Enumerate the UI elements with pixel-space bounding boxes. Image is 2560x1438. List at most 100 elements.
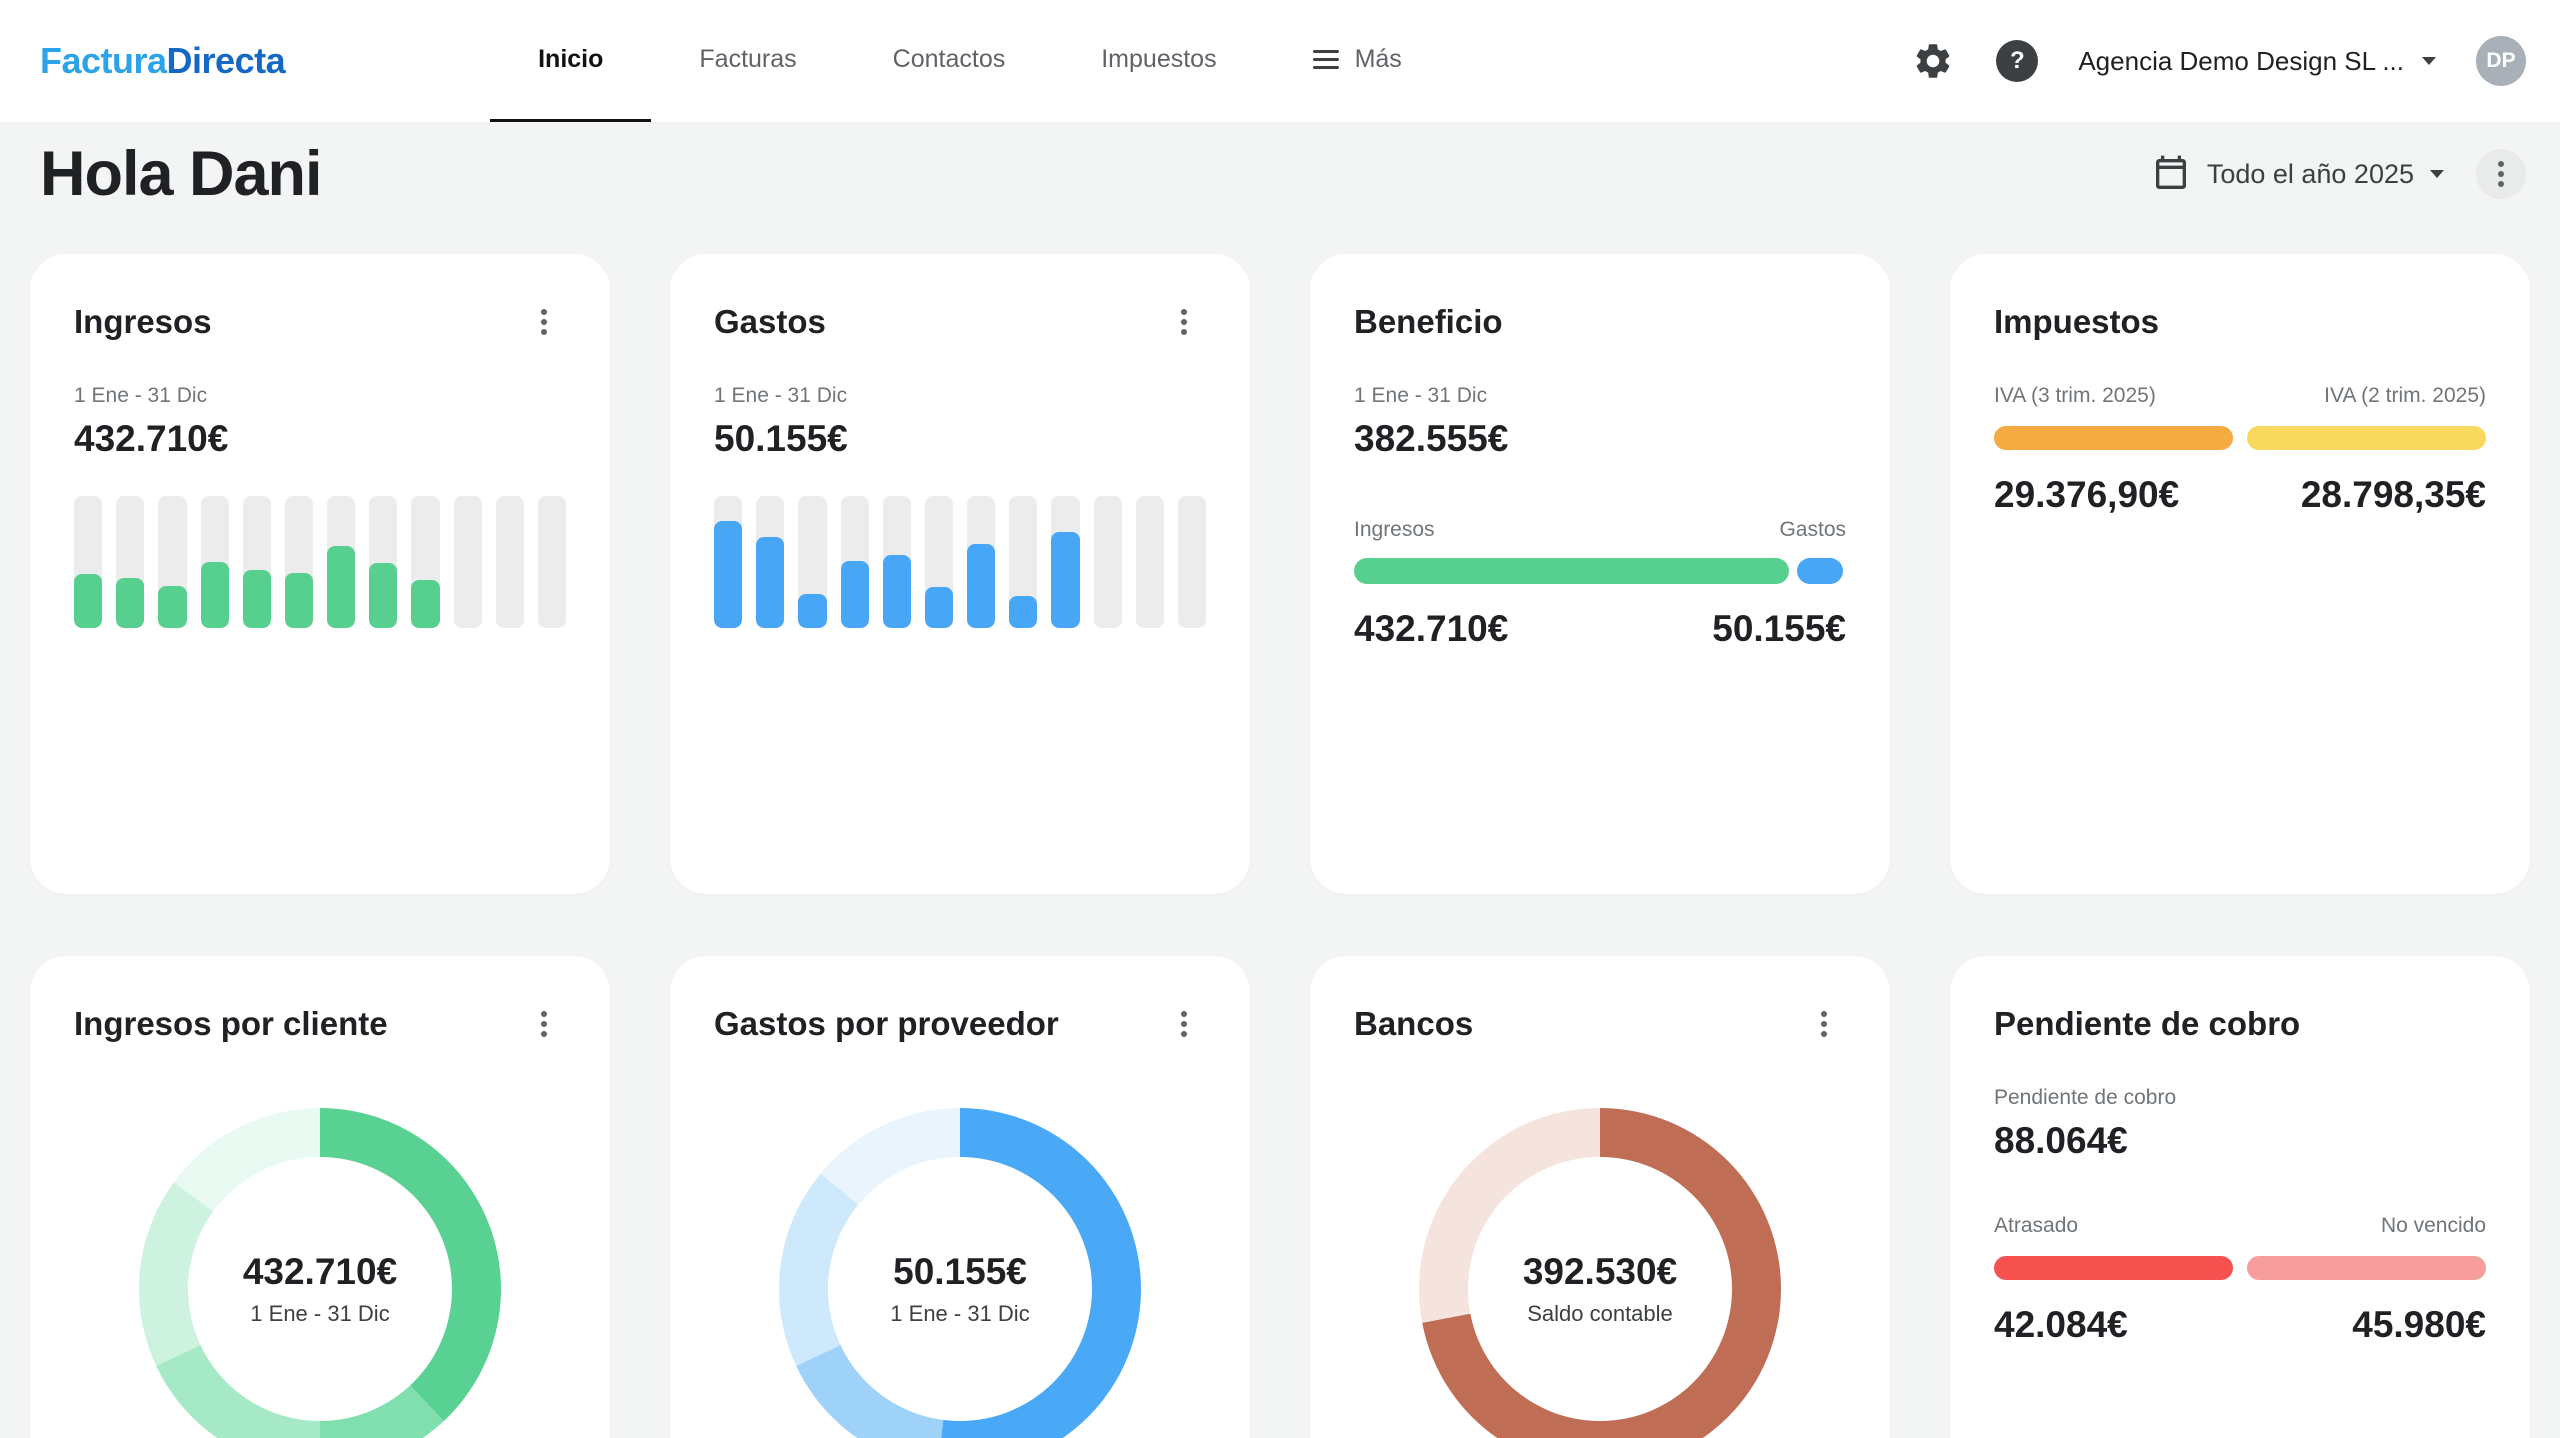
donut-center-label: 1 Ene - 31 Dic xyxy=(890,1301,1030,1326)
bar-fill xyxy=(1051,531,1080,628)
card-amount: 432.710€ xyxy=(74,418,229,459)
avatar-initials: DP xyxy=(2486,49,2516,72)
card-title: Pendiente de cobro xyxy=(1994,1005,2301,1042)
company-selector[interactable]: Agencia Demo Design SL ... xyxy=(2078,46,2436,77)
card-period: 1 Ene - 31 Dic xyxy=(74,384,208,407)
bar-fill xyxy=(924,587,954,628)
bar-track xyxy=(1135,496,1164,628)
top-bar: FacturaDirecta Inicio Facturas Contactos… xyxy=(0,0,2560,122)
bar-fill xyxy=(1009,596,1038,628)
card-title: Gastos por proveedor xyxy=(714,1005,1059,1042)
bar-track xyxy=(537,496,567,628)
nav-tab-label: Impuestos xyxy=(1101,45,1217,73)
bar-track xyxy=(116,496,145,628)
atrasado-amount: 42.084€ xyxy=(1994,1304,2128,1345)
bar-track xyxy=(1051,496,1080,628)
card-ingresos-por-cliente: Ingresos por cliente 432.710€ 1 Ene - 31… xyxy=(30,956,610,1438)
avatar[interactable]: DP xyxy=(2476,36,2526,86)
period-group: Todo el año 2025 xyxy=(2151,149,2526,199)
card-menu-button[interactable] xyxy=(522,1002,566,1046)
no-vencido-amount: 45.980€ xyxy=(2352,1304,2486,1345)
bar-fill xyxy=(882,555,911,628)
card-ingresos: Ingresos 1 Ene - 31 Dic 432.710€ xyxy=(30,254,610,894)
brand-logo-second: Directa xyxy=(166,40,286,81)
bar-fill xyxy=(116,577,145,628)
bar-track xyxy=(74,496,103,628)
page-header: Hola Dani Todo el año 2025 xyxy=(0,122,2560,210)
beneficio-gastos-amount: 50.155€ xyxy=(1712,608,1846,649)
pendiente-bars xyxy=(1994,1256,2486,1280)
card-period: 1 Ene - 31 Dic xyxy=(714,384,848,407)
card-title: Bancos xyxy=(1354,1005,1474,1042)
bar-track xyxy=(924,496,954,628)
beneficio-ingresos-label: Ingresos xyxy=(1354,518,1435,541)
nav-tab-impuestos[interactable]: Impuestos xyxy=(1053,0,1264,122)
bar-fill xyxy=(798,593,827,628)
card-menu-button[interactable] xyxy=(522,300,566,344)
period-selector-label: Todo el año 2025 xyxy=(2206,158,2414,189)
bar-fill xyxy=(200,562,229,628)
iva-t2-bar xyxy=(2247,426,2486,450)
card-title: Ingresos por cliente xyxy=(74,1005,388,1042)
bar-track xyxy=(284,496,314,628)
donut-center-label: Saldo contable xyxy=(1527,1301,1673,1326)
card-menu-button[interactable] xyxy=(1162,1002,1206,1046)
company-name: Agencia Demo Design SL ... xyxy=(2078,45,2404,76)
card-gastos: Gastos 1 Ene - 31 Dic 50.155€ xyxy=(670,254,1250,894)
card-title: Gastos xyxy=(714,303,826,340)
bar-fill xyxy=(714,521,743,628)
card-title: Ingresos xyxy=(74,303,212,340)
no-vencido-bar xyxy=(2247,1256,2486,1280)
card-pendiente-de-cobro: Pendiente de cobro Pendiente de cobro 88… xyxy=(1950,956,2530,1438)
atrasado-label: Atrasado xyxy=(1994,1214,2079,1237)
card-menu-button[interactable] xyxy=(1162,300,1206,344)
bar-track xyxy=(453,496,482,628)
bar-track xyxy=(495,496,524,628)
donut-center-label: 1 Ene - 31 Dic xyxy=(250,1301,390,1326)
nav-tab-mas[interactable]: Más xyxy=(1265,0,1450,122)
card-amount: 382.555€ xyxy=(1354,418,1509,459)
kebab-icon xyxy=(1821,1021,1827,1027)
settings-button[interactable] xyxy=(1910,38,1956,84)
nav-tab-contactos[interactable]: Contactos xyxy=(845,0,1054,122)
dashboard-menu-button[interactable] xyxy=(2476,149,2526,199)
bar-fill xyxy=(74,573,103,628)
kebab-icon xyxy=(541,319,547,325)
card-period: 1 Ene - 31 Dic xyxy=(1354,384,1488,407)
brand-logo[interactable]: FacturaDirecta xyxy=(40,40,286,82)
nav-tab-facturas[interactable]: Facturas xyxy=(651,0,844,122)
beneficio-gastos-label: Gastos xyxy=(1779,518,1846,541)
bar-fill xyxy=(967,543,996,628)
bar-fill xyxy=(411,580,440,628)
bar-fill xyxy=(369,563,398,628)
pendiente-sub-label: Pendiente de cobro xyxy=(1994,1086,2177,1109)
bar-track xyxy=(242,496,271,628)
card-impuestos: Impuestos IVA (3 trim. 2025) IVA (2 trim… xyxy=(1950,254,2530,894)
menu-icon xyxy=(1312,50,1339,69)
help-button[interactable]: ? xyxy=(1996,40,2039,82)
period-selector[interactable]: Todo el año 2025 xyxy=(2151,154,2444,194)
iva-t3-bar xyxy=(1994,426,2233,450)
bancos-donut: 392.530€ Saldo contable xyxy=(1419,1108,1781,1438)
bar-track xyxy=(200,496,229,628)
beneficio-ingresos-bar xyxy=(1354,558,1790,584)
nav-tab-inicio[interactable]: Inicio xyxy=(490,0,652,122)
no-vencido-label: No vencido xyxy=(2380,1214,2486,1237)
bar-fill xyxy=(756,536,785,628)
calendar-icon xyxy=(2155,155,2186,189)
ingresos-cliente-donut: 432.710€ 1 Ene - 31 Dic xyxy=(139,1108,501,1438)
bar-track xyxy=(369,496,398,628)
card-title: Impuestos xyxy=(1994,303,2160,340)
chevron-down-icon xyxy=(2422,57,2436,65)
iva-t3-label: IVA (3 trim. 2025) xyxy=(1994,384,2156,407)
bar-track xyxy=(327,496,356,628)
dashboard-grid: Ingresos 1 Ene - 31 Dic 432.710€ Gastos … xyxy=(30,254,2530,1438)
card-gastos-por-proveedor: Gastos por proveedor 50.155€ 1 Ene - 31 … xyxy=(670,956,1250,1438)
kebab-icon xyxy=(1181,1021,1187,1027)
nav-tab-label: Facturas xyxy=(699,45,797,73)
donut-center-amount: 392.530€ xyxy=(1522,1251,1678,1292)
card-beneficio: Beneficio 1 Ene - 31 Dic 382.555€ Ingres… xyxy=(1310,254,1890,894)
bar-fill xyxy=(327,546,356,628)
card-title: Beneficio xyxy=(1354,303,1503,340)
card-menu-button[interactable] xyxy=(1802,1002,1846,1046)
